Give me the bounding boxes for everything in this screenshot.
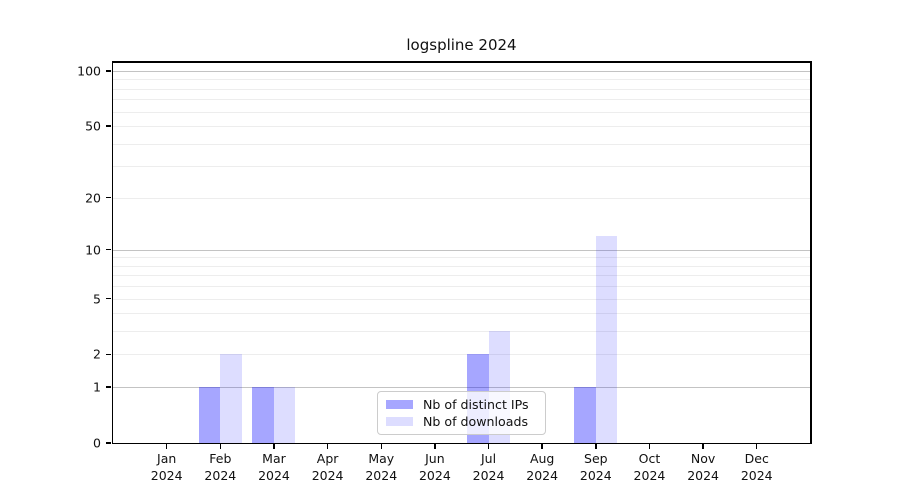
y-tick-mark <box>106 297 111 300</box>
y-tick-label: 10 <box>85 242 101 258</box>
spine-bottom <box>111 442 812 444</box>
y-tick-mark <box>106 196 111 199</box>
legend-row-distinct-ips: Nb of distinct IPs <box>386 397 537 412</box>
gridline-minor <box>112 79 811 81</box>
x-tick-label: May 2024 <box>365 451 398 483</box>
y-tick-mark <box>106 70 111 72</box>
x-tick-mark <box>219 444 222 449</box>
spine-left <box>111 61 113 444</box>
y-tick-label: 5 <box>93 291 101 307</box>
gridline-minor <box>112 143 811 145</box>
legend-label-downloads: Nb of downloads <box>423 414 529 430</box>
spine-right <box>810 61 812 444</box>
y-tick-label: 1 <box>93 379 101 395</box>
x-tick-label: Feb 2024 <box>204 451 237 483</box>
x-tick-mark <box>648 444 651 449</box>
x-tick-mark <box>273 444 275 449</box>
gridline-minor <box>112 286 811 288</box>
y-tick-mark <box>106 386 111 388</box>
x-tick-label: Sep 2024 <box>579 451 612 483</box>
x-tick-mark <box>166 444 168 449</box>
x-tick-mark <box>434 444 436 449</box>
chart-title: logspline 2024 <box>406 36 517 54</box>
gridline-minor <box>112 275 811 277</box>
gridline-minor <box>112 265 811 267</box>
gridline-minor <box>112 88 811 90</box>
gridline-minor <box>112 298 811 300</box>
y-tick-label: 0 <box>93 435 101 451</box>
gridline-major <box>112 71 811 72</box>
x-tick-label: Oct 2024 <box>633 451 666 483</box>
x-tick-label: Nov 2024 <box>687 451 719 483</box>
x-tick-mark <box>756 444 758 449</box>
bar-distinct-ips <box>252 387 274 443</box>
y-tick-label: 2 <box>93 346 101 362</box>
x-tick-mark <box>326 444 329 449</box>
gridline-minor <box>112 166 811 168</box>
x-tick-mark <box>380 444 382 449</box>
plot-area <box>112 61 811 443</box>
gridline-minor <box>112 257 811 259</box>
gridline-minor <box>112 197 811 199</box>
gridline-major <box>112 249 811 251</box>
x-tick-mark <box>541 444 543 449</box>
bar-distinct-ips <box>574 387 596 443</box>
x-tick-label: Apr 2024 <box>311 451 344 483</box>
y-tick-mark <box>106 353 111 356</box>
gridline-major <box>112 387 811 389</box>
gridline-minor <box>112 126 811 128</box>
bar-downloads <box>273 387 296 443</box>
legend: Nb of distinct IPs Nb of downloads <box>377 391 546 435</box>
legend-swatch-distinct-ips <box>386 399 413 409</box>
spine-top <box>111 61 812 63</box>
x-tick-label: Jun 2024 <box>418 451 451 483</box>
legend-label-distinct-ips: Nb of distinct IPs <box>423 396 529 412</box>
gridline-minor <box>112 99 811 101</box>
y-tick-label: 50 <box>85 118 101 134</box>
x-tick-label: Jul 2024 <box>472 451 505 483</box>
y-tick-label: 100 <box>77 63 101 79</box>
y-tick-mark <box>106 125 111 127</box>
bar-distinct-ips <box>198 387 221 443</box>
x-tick-label: Aug 2024 <box>526 451 559 483</box>
bar-downloads <box>220 354 242 443</box>
x-tick-mark <box>702 444 704 449</box>
legend-row-downloads: Nb of downloads <box>386 414 537 429</box>
bar-downloads <box>595 236 618 443</box>
y-tick-mark <box>106 442 111 444</box>
gridline-minor <box>112 331 811 333</box>
x-tick-label: Jan 2024 <box>150 451 183 483</box>
x-tick-label: Dec 2024 <box>740 451 773 483</box>
gridline-minor <box>112 354 811 356</box>
gridline-minor <box>112 313 811 315</box>
x-tick-label: Mar 2024 <box>258 451 290 483</box>
x-tick-mark <box>487 444 490 449</box>
gridline-minor <box>112 111 811 113</box>
x-tick-mark <box>595 444 597 449</box>
y-tick-mark <box>106 249 111 251</box>
y-tick-label: 20 <box>85 190 101 206</box>
legend-swatch-downloads <box>386 417 413 427</box>
